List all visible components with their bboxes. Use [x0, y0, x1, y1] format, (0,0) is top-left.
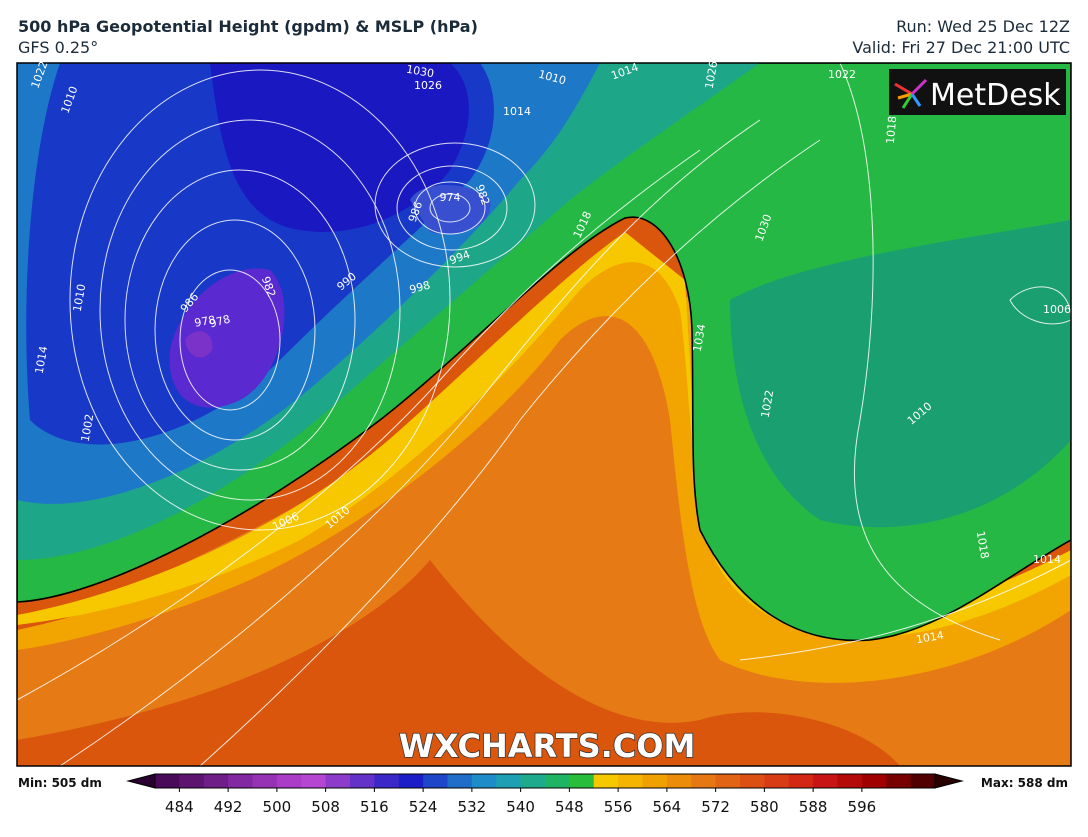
- colorbar-swatch: [618, 774, 643, 788]
- colorbar-tick-label: 548: [555, 798, 584, 816]
- colorbar-swatch: [569, 774, 595, 788]
- colorbar-tick-label: 524: [409, 798, 438, 816]
- title: 500 hPa Geopotential Height (gpdm) & MSL…: [18, 17, 478, 36]
- colorbar: 484 492 500 508 516 524 532 540 548 556 564 572 580 5…: [126, 773, 964, 816]
- colorbar-swatch: [666, 774, 692, 788]
- colorbar-tick-label: 556: [604, 798, 633, 816]
- colorbar-swatch: [228, 774, 253, 788]
- subtitle: GFS 0.25°: [18, 38, 98, 57]
- contour-label: 1014: [503, 105, 531, 118]
- contour-label: 1018: [884, 115, 899, 144]
- colorbar-swatch: [276, 774, 302, 788]
- colorbar-swatch: [325, 774, 351, 788]
- contour-label: 1026: [414, 79, 442, 92]
- colorbar-swatch: [715, 774, 741, 788]
- logo-icon: [894, 78, 928, 109]
- contour-label: 1006: [1043, 303, 1071, 316]
- colorbar-border: [154, 773, 936, 789]
- colorbar-swatch: [350, 774, 375, 788]
- contour-label: 1014: [1033, 553, 1061, 566]
- colorbar-swatch: [203, 774, 229, 788]
- colorbar-swatch: [398, 774, 424, 788]
- contour-label: 1034: [691, 323, 709, 353]
- contour-label: 1010: [71, 283, 89, 313]
- colorbar-tick-label: 484: [165, 798, 194, 816]
- colorbar-tick-label: 516: [360, 798, 389, 816]
- colorbar-end: [934, 773, 964, 789]
- colorbar-swatch: [301, 774, 327, 788]
- colorbar-swatch: [374, 774, 400, 788]
- colorbar-tick-label: 572: [701, 798, 730, 816]
- contour-label: 1014: [33, 345, 51, 375]
- colorbar-swatch: [496, 774, 522, 788]
- contour-label: 1018: [974, 530, 992, 560]
- colorbar-tick-label: 588: [799, 798, 828, 816]
- min-label: Min: 505 dm: [18, 776, 102, 790]
- map: [17, 63, 1071, 766]
- colorbar-swatch: [520, 774, 546, 788]
- valid-time: Valid: Fri 27 Dec 21:00 UTC: [852, 38, 1070, 57]
- colorbar-tick-label: 532: [458, 798, 487, 816]
- colorbar-swatch: [764, 774, 790, 788]
- contour-label: 998: [408, 279, 432, 297]
- colorbar-tick-label: 564: [653, 798, 682, 816]
- contour-label: 978: [208, 313, 232, 331]
- contour-label: 1022: [759, 389, 777, 419]
- contour-label: 1030: [405, 63, 435, 81]
- colorbar-tick-label: 596: [848, 798, 877, 816]
- watermark: WXCHARTS.COM: [399, 727, 696, 765]
- logo-box: [889, 69, 1066, 115]
- colorbar-swatch: [837, 774, 863, 788]
- colorbar-swatch: [593, 774, 619, 788]
- colorbar-swatch: [423, 774, 448, 788]
- max-label: Max: 588 dm: [981, 776, 1068, 790]
- colorbar-tick-label: 580: [750, 798, 779, 816]
- contour-label: 974: [440, 191, 461, 204]
- colorbar-swatch: [861, 774, 887, 788]
- colorbar-swatch: [447, 774, 473, 788]
- colorbar-end: [126, 773, 156, 789]
- colorbar-swatch: [179, 774, 205, 788]
- isobars: [17, 63, 1071, 766]
- contour-label: 1002: [79, 413, 97, 443]
- colorbar-swatch: [545, 774, 570, 788]
- colorbar-swatch: [886, 774, 912, 788]
- colorbar-tick-label: 540: [506, 798, 535, 816]
- colorbar-swatch: [740, 774, 765, 788]
- colorbar-swatch: [788, 774, 814, 788]
- colorbar-swatch: [642, 774, 668, 788]
- contour-label: 1014: [915, 629, 945, 647]
- colorbar-tick-label: 492: [214, 798, 243, 816]
- colorbar-tick-label: 508: [311, 798, 340, 816]
- contour-label: 1026: [703, 60, 721, 90]
- colorbar-tick-label: 500: [263, 798, 292, 816]
- contour-label: 1022: [828, 68, 856, 81]
- contour-label: 978: [193, 313, 216, 329]
- colorbar-swatch: [910, 774, 936, 788]
- colorbar-swatch: [471, 774, 497, 788]
- colorbar-swatch: [813, 774, 838, 788]
- logo-text: MetDesk: [930, 78, 1061, 113]
- colorbar-swatch: [691, 774, 717, 788]
- map-frame: [16, 62, 1072, 767]
- run-time: Run: Wed 25 Dec 12Z: [896, 17, 1070, 36]
- colorbar-swatch: [252, 774, 278, 788]
- colorbar-swatch: [155, 774, 180, 788]
